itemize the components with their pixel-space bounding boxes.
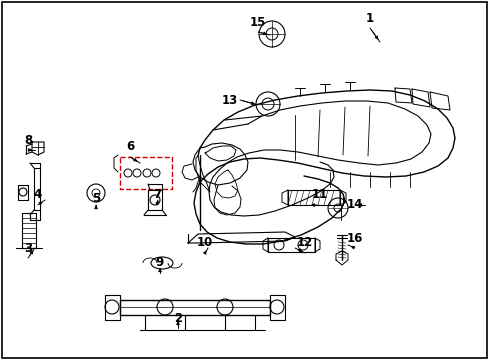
Text: 14: 14 — [346, 198, 363, 211]
Text: 11: 11 — [311, 189, 327, 202]
Text: 2: 2 — [174, 311, 182, 324]
Text: 15: 15 — [249, 15, 265, 28]
Text: 3: 3 — [24, 242, 32, 255]
Text: 16: 16 — [346, 231, 363, 244]
Text: 9: 9 — [156, 256, 164, 270]
Text: 10: 10 — [197, 237, 213, 249]
Bar — [120, 157, 172, 189]
Text: 12: 12 — [296, 237, 312, 249]
Text: 4: 4 — [34, 189, 42, 202]
Text: 8: 8 — [24, 134, 32, 147]
Text: 5: 5 — [92, 192, 100, 204]
Text: 13: 13 — [222, 94, 238, 107]
Text: 1: 1 — [365, 12, 373, 24]
Text: 6: 6 — [125, 140, 134, 153]
Text: 7: 7 — [153, 189, 161, 202]
